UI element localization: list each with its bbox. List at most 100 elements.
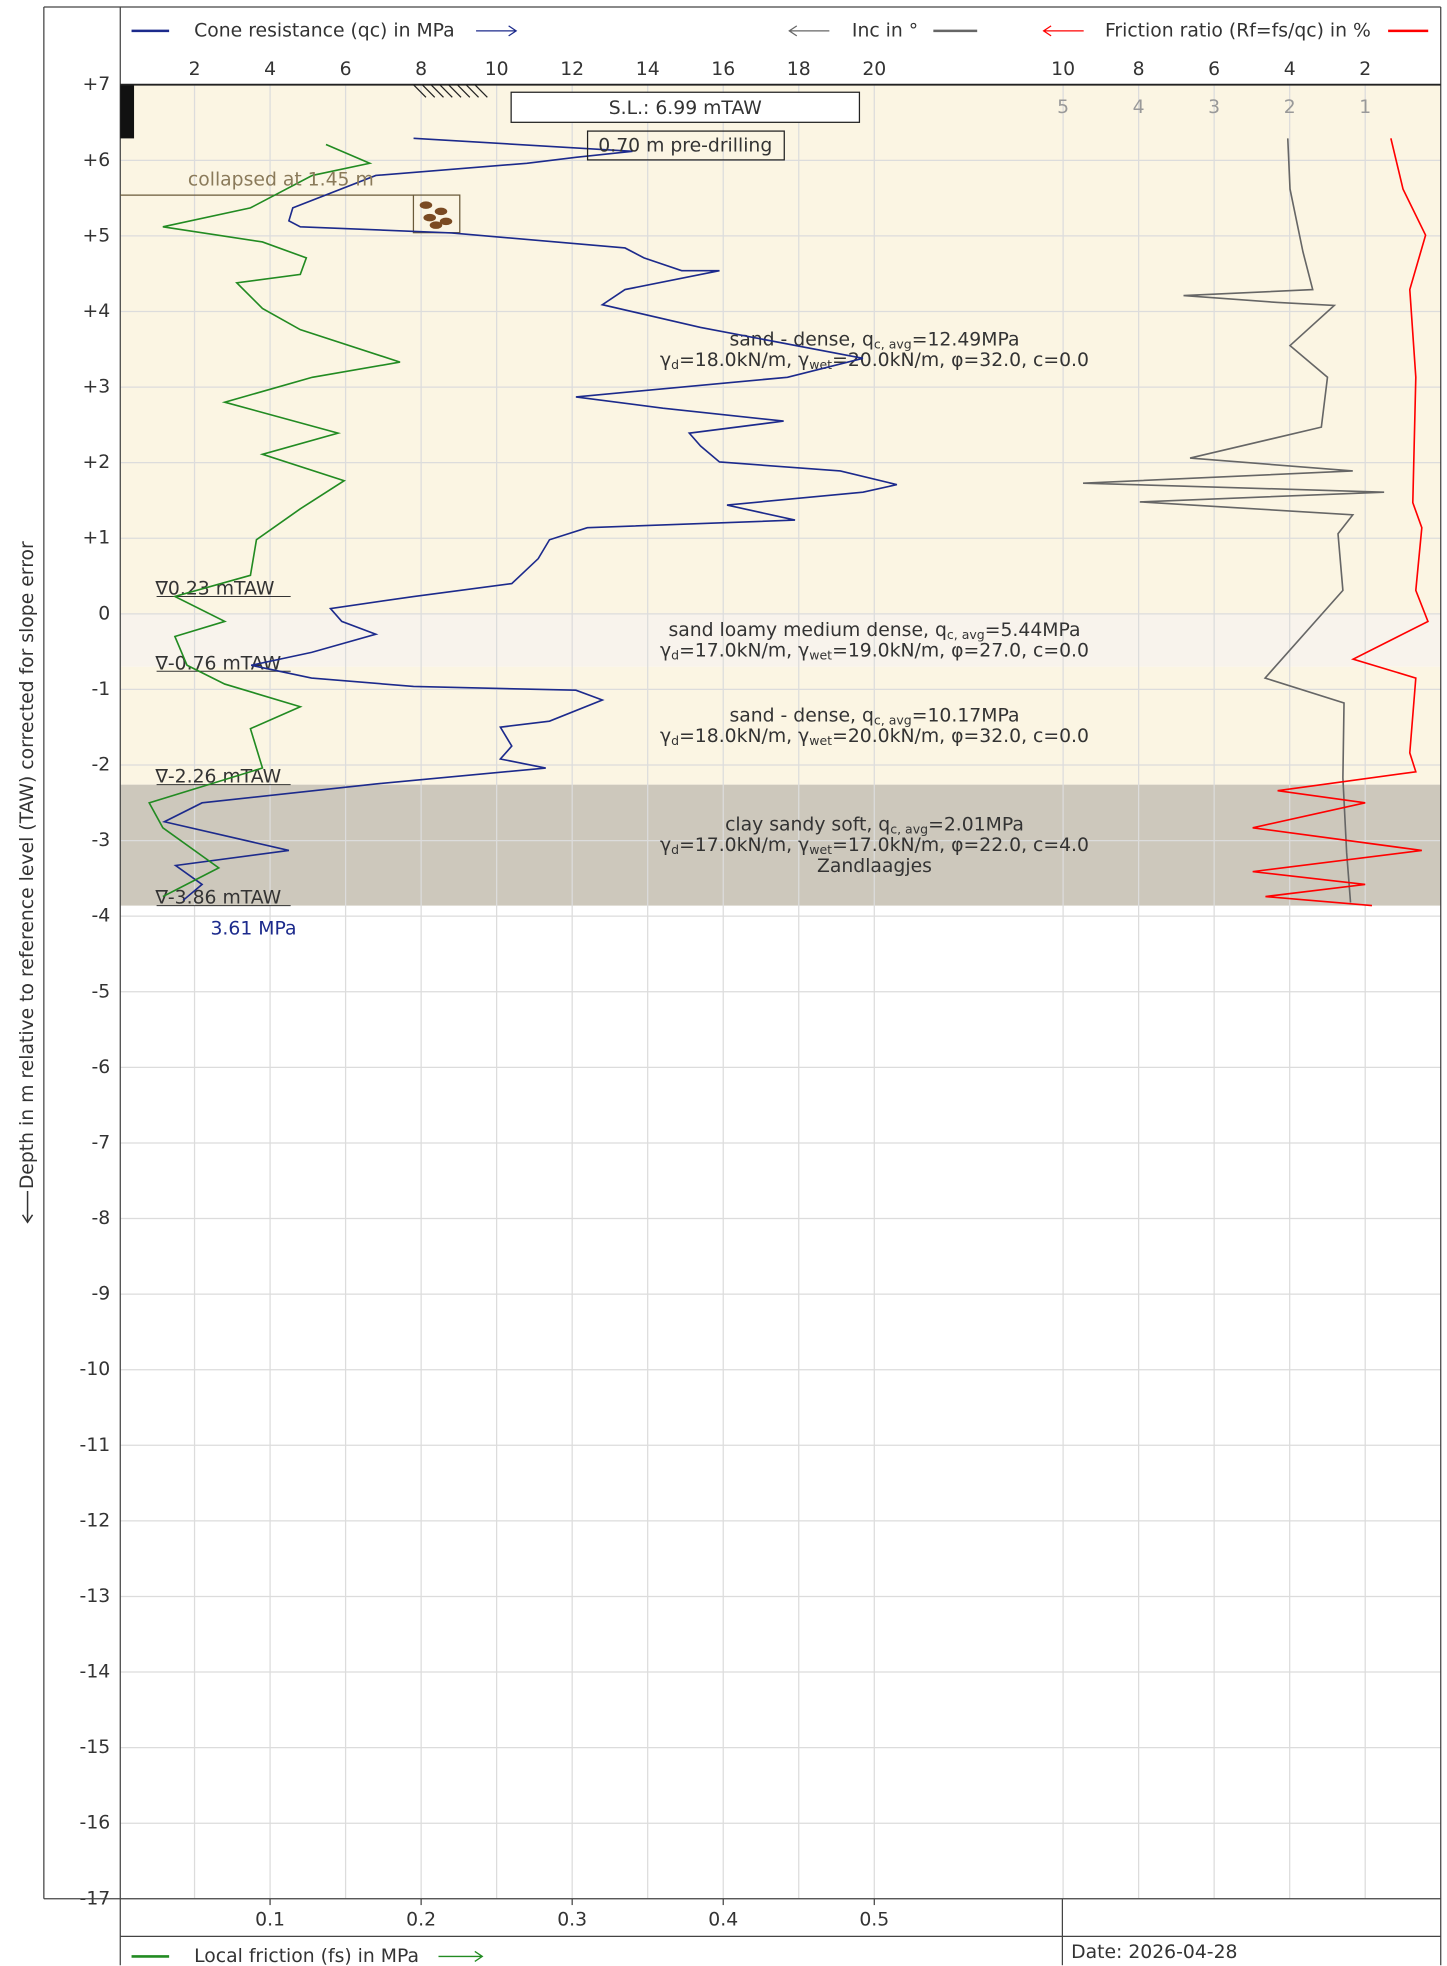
layer-label: γd=17.0kN/m, γwet=17.0kN/m, φ=22.0, c=4.… — [660, 835, 1089, 857]
layer-label-part: sand loamy medium dense, q — [668, 619, 946, 640]
layer-label-part: =17.0kN/m, γ — [679, 640, 809, 661]
y-tick-label: +5 — [83, 225, 111, 246]
soil-layer — [120, 784, 1441, 906]
water-level-label: ∇0.23 mTAW — [154, 578, 274, 599]
y-tick-label: -2 — [92, 755, 111, 776]
legend-label: Local friction (fs) in MPa — [194, 1946, 419, 1966]
layer-label-sub: d — [671, 357, 679, 372]
layer-label-part: =18.0kN/m, γ — [679, 349, 809, 370]
layer-label-sub: d — [671, 733, 679, 748]
y-tick-label: -5 — [92, 981, 111, 1002]
layer-label-sub: c, avg — [874, 712, 912, 727]
series-line — [1252, 138, 1429, 907]
x-tick-label: 3 — [1208, 97, 1220, 118]
y-tick-label: -1 — [92, 679, 111, 700]
layer-label-part: =17.0kN/m, γ — [679, 835, 809, 856]
y-tick-label: -9 — [92, 1284, 111, 1305]
y-tick-label: -14 — [80, 1662, 111, 1683]
x-tick-label: 2 — [1359, 59, 1371, 80]
series-line — [1083, 138, 1385, 903]
x-tick-label: 12 — [560, 59, 584, 80]
soil-layer — [120, 85, 1441, 614]
y-tick-label: -10 — [80, 1359, 111, 1380]
surface-level-label: S.L.: 6.99 mTAW — [609, 98, 762, 119]
y-tick-label: +2 — [83, 452, 111, 473]
water-level-label: ∇-2.26 mTAW — [154, 767, 281, 788]
y-tick-label: -8 — [92, 1208, 111, 1229]
x-tick-label: 4 — [1284, 59, 1296, 80]
legend-label: Cone resistance (qc) in MPa — [194, 20, 454, 41]
layer-label-part: Zandlaagjes — [817, 855, 932, 876]
water-level-label: ∇-3.86 mTAW — [154, 888, 281, 909]
layer-label-part: =12.49MPa — [912, 329, 1020, 350]
y-tick-label: -3 — [92, 830, 111, 851]
end-note: 3.61 MPa — [210, 919, 296, 940]
x-tick-label: 6 — [1208, 59, 1220, 80]
series-line — [161, 137, 898, 901]
x-tick-label: 0.5 — [859, 1910, 889, 1931]
y-tick-label: -7 — [92, 1132, 111, 1153]
x-tick-label: 2 — [1284, 97, 1296, 118]
x-tick-label: 14 — [636, 59, 660, 80]
collapsed-label: collapsed at 1.45 m — [188, 169, 374, 190]
y-axis-arrow — [21, 1190, 34, 1224]
legend-label: Inc in ° — [852, 20, 918, 41]
y-tick-label: +4 — [83, 301, 111, 322]
layer-label-part: =5.44MPa — [985, 619, 1081, 640]
debris-icon — [423, 213, 436, 222]
layer-label-sub: wet — [809, 647, 832, 662]
x-tick-label: 0.4 — [708, 1910, 738, 1931]
marks: sand - dense, qc, avg=12.49MPaγd=18.0kN/… — [120, 85, 1429, 909]
layer-label: sand - dense, qc, avg=10.17MPa — [729, 705, 1019, 727]
soil-layer — [120, 613, 1441, 667]
layer-label-part: sand - dense, q — [729, 705, 873, 726]
layer-label-sub: wet — [809, 733, 832, 748]
predrilling-box — [586, 130, 785, 161]
layer-backgrounds — [120, 85, 1441, 906]
x-tick-label: 5 — [1057, 97, 1069, 118]
y-tick-label: +1 — [83, 528, 111, 549]
layer-label-part: =19.0kN/m, φ=27.0, c=0.0 — [832, 640, 1089, 661]
legend-arrow — [1042, 25, 1084, 37]
layer-label: γd=18.0kN/m, γwet=20.0kN/m, φ=32.0, c=0.… — [660, 726, 1089, 748]
layer-label-sub: wet — [809, 842, 832, 857]
ground-hatch — [412, 84, 488, 98]
x-tick-label: 8 — [415, 59, 427, 80]
layer-label-part: =20.0kN/m, φ=32.0, c=0.0 — [832, 726, 1089, 747]
legend-label: Friction ratio (Rf=fs/qc) in % — [1105, 20, 1371, 41]
y-axis-label: Depth in m relative to reference level (… — [17, 541, 38, 1189]
x-tick-label: 20 — [862, 59, 886, 80]
layer-label-part: γ — [660, 726, 671, 747]
layer-label: γd=18.0kN/m, γwet=20.0kN/m, φ=32.0, c=0.… — [660, 349, 1089, 371]
x-tick-label: 0.3 — [557, 1910, 587, 1931]
y-tick-label: +3 — [83, 377, 111, 398]
layer-label: sand - dense, qc, avg=12.49MPa — [729, 329, 1019, 351]
x-tick-label: 4 — [1133, 97, 1145, 118]
layer-label: clay sandy soft, qc, avg=2.01MPa — [725, 814, 1024, 836]
water-level-label: ∇-0.76 mTAW — [154, 653, 281, 674]
layer-label-sub: c, avg — [947, 626, 985, 641]
layer-label-sub: c, avg — [890, 821, 928, 836]
legend-arrow — [788, 25, 830, 37]
y-tick-label: -16 — [80, 1813, 111, 1834]
x-tick-label: 2 — [189, 59, 201, 80]
debris-icon — [439, 217, 453, 226]
layer-label: γd=17.0kN/m, γwet=19.0kN/m, φ=27.0, c=0.… — [660, 640, 1089, 662]
predrilling-bar — [120, 85, 135, 139]
x-tick-label: 10 — [1051, 59, 1075, 80]
layer-label-part: =10.17MPa — [912, 705, 1020, 726]
surface-level-box — [510, 91, 861, 123]
y-tick-label: +7 — [83, 74, 111, 95]
layer-label-part: γ — [660, 835, 671, 856]
y-tick-label: -15 — [80, 1737, 111, 1758]
layer-label-sub: d — [671, 842, 679, 857]
legend: Cone resistance (qc) in MPa Local frictio… — [131, 20, 1429, 1966]
x-tick-label: 4 — [264, 59, 276, 80]
y-tick-label: +6 — [83, 150, 111, 171]
layer-label-part: =20.0kN/m, φ=32.0, c=0.0 — [832, 349, 1089, 370]
x-tick-label: 6 — [340, 59, 352, 80]
x-tick-label: 8 — [1133, 59, 1145, 80]
x-tick-label: 10 — [485, 59, 509, 80]
